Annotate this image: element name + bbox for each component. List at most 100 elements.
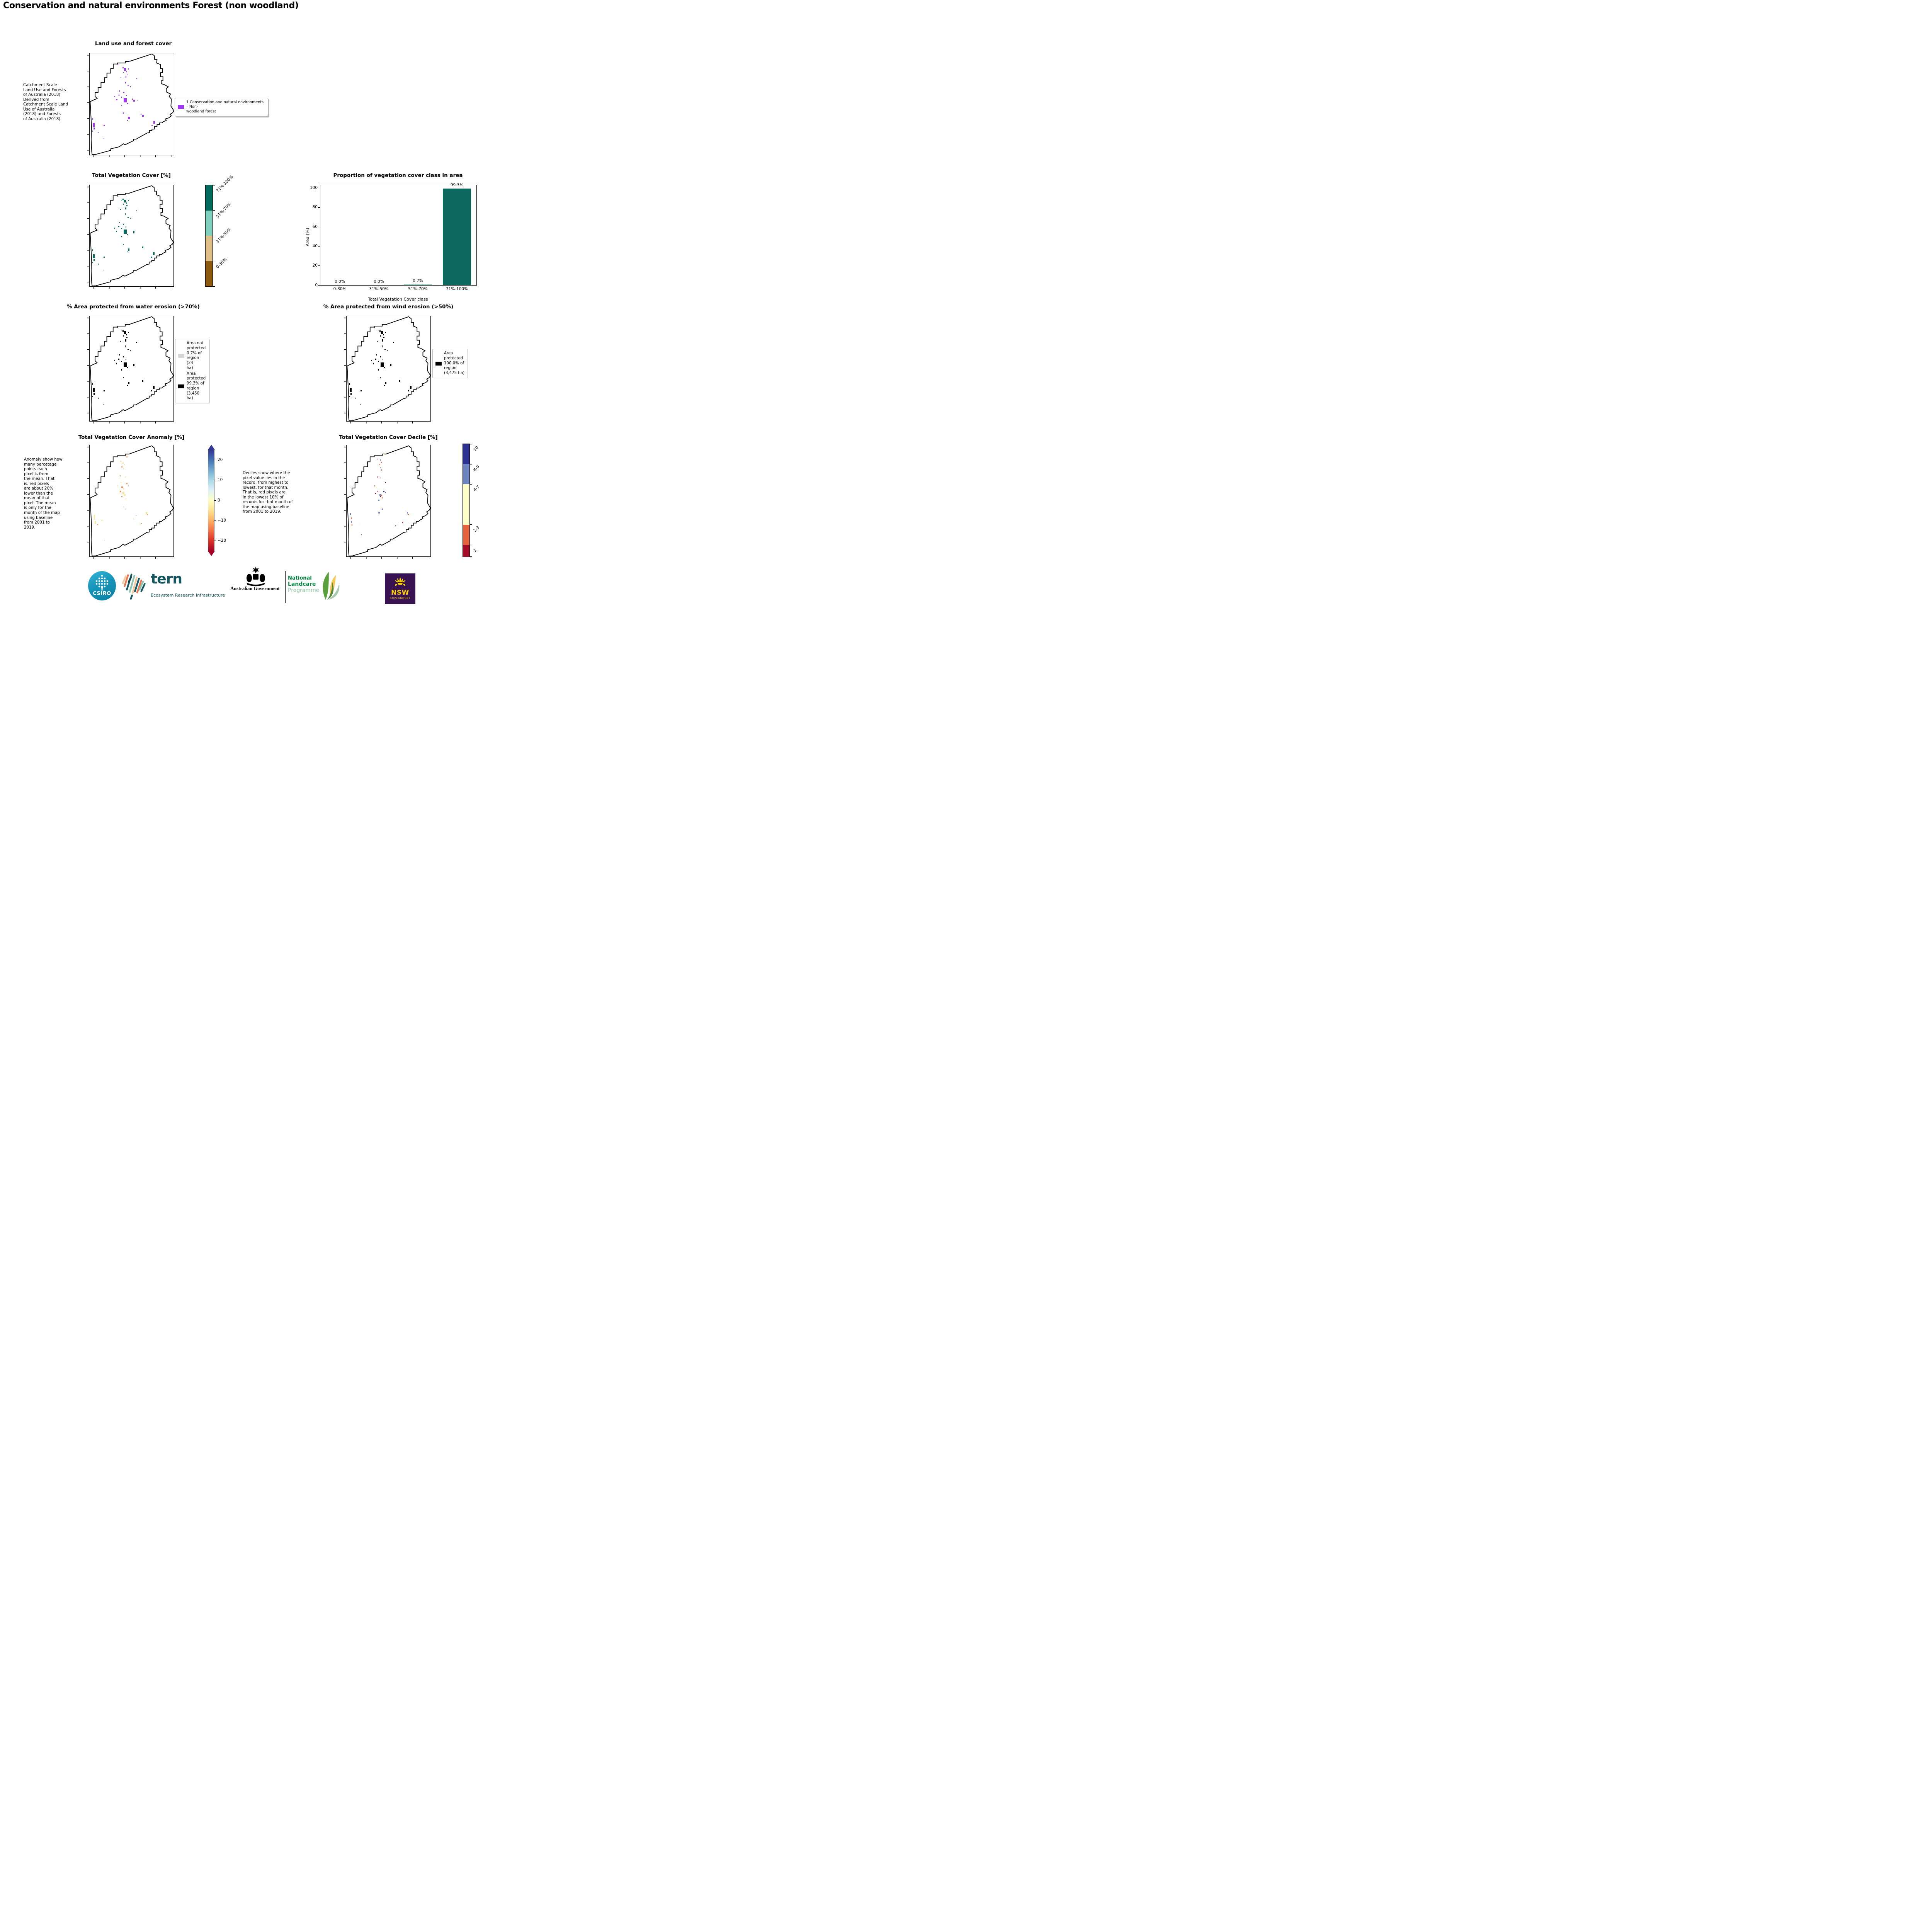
map-patch [376, 487, 377, 489]
map-patch [122, 377, 124, 378]
map-patch [94, 515, 95, 520]
map-patch [125, 345, 126, 348]
map-patch [117, 64, 118, 65]
map-patch [119, 90, 120, 92]
map-patch [128, 332, 129, 333]
map-patch [121, 104, 122, 106]
map-patch [382, 509, 383, 510]
landcare-word-programme: Programme [288, 587, 320, 594]
wind-legend-swatch-protected [435, 361, 442, 366]
map-patch [153, 386, 155, 389]
colorbar-segment [206, 236, 213, 261]
map-patch [399, 379, 401, 382]
map-patch [128, 485, 129, 486]
map-patch [402, 522, 403, 523]
wind-map [344, 316, 431, 423]
map-patch [377, 340, 378, 342]
map-patch [375, 493, 376, 494]
map-patch [153, 121, 155, 124]
map-patch [386, 324, 387, 325]
map-patch [95, 520, 96, 524]
map-patch [125, 213, 126, 216]
map-patch [383, 454, 384, 455]
map-patch [120, 340, 121, 342]
map-patch [136, 78, 137, 79]
map-patch [373, 363, 374, 365]
map-patch [119, 354, 120, 355]
water-map [87, 316, 174, 423]
y-axis-tick-label: 0 [315, 282, 318, 287]
axis-ticks-bottom [94, 557, 171, 559]
colorbar-tick [213, 210, 215, 211]
map-patch [385, 492, 386, 493]
colorbar-tick-label: 10 [218, 478, 223, 483]
map-patch [122, 330, 124, 332]
map-patch [380, 496, 381, 498]
vegcover-colorbar: 71%-100% 51%-70% 31%-50% 0-30% [205, 175, 234, 287]
logo-divider [285, 571, 286, 603]
map-patch [385, 482, 386, 483]
map-patch [360, 390, 362, 391]
map-patch [378, 361, 379, 362]
map-patch [407, 512, 408, 514]
map-patch [123, 72, 124, 73]
australian-government-text: Australian Government [230, 586, 280, 591]
landuse-legend-swatch [178, 105, 184, 109]
map-patch [121, 228, 122, 230]
colorbar-label: 10 [473, 445, 479, 452]
map-patch [121, 466, 122, 468]
map-patch [124, 331, 126, 334]
map-patch [380, 477, 381, 479]
map-patch [408, 515, 410, 517]
y-axis-tick-label: 40 [312, 243, 318, 248]
map-patch [128, 85, 129, 87]
axis-ticks-left [344, 318, 346, 420]
colorbar-tick-label: −10 [218, 518, 226, 523]
tern-logo-text: tern [151, 571, 182, 587]
map-patch [120, 475, 121, 476]
map-patch [103, 256, 105, 258]
map-patch [136, 342, 137, 343]
water-legend: Area not protected 0.7% of region (24 ha… [175, 339, 210, 403]
map-patch [130, 218, 131, 219]
map-patch [381, 469, 382, 471]
tern-australia-icon [122, 573, 146, 600]
map-patch [142, 379, 144, 382]
map-patch [376, 354, 377, 355]
map-patch [92, 118, 93, 120]
wind-title: % Area protected from wind erosion (>50%… [323, 304, 454, 310]
colorbar-label: 4-7 [473, 485, 479, 493]
map-patch [151, 256, 152, 258]
colorbar-label: 51%-70% [215, 201, 233, 219]
map-patch [383, 334, 384, 336]
map-patch [92, 262, 93, 263]
water-legend-swatch-notprotected [178, 354, 184, 358]
map-patch [97, 397, 99, 399]
map-patch [93, 393, 95, 395]
map-patch [379, 488, 380, 490]
map-patch [130, 86, 131, 87]
map-patch [126, 456, 128, 457]
map-patch [146, 514, 148, 515]
map-patch [142, 115, 144, 117]
map-patch [151, 390, 152, 391]
map-patch [121, 486, 123, 488]
map-patch [374, 485, 375, 486]
map-patch [133, 519, 134, 520]
axis-ticks-left [87, 187, 89, 285]
landuse-map [87, 53, 174, 157]
map-patch [125, 476, 126, 478]
axis-ticks-bottom [94, 287, 171, 289]
landcare-leaves-icon [323, 572, 340, 600]
map-patch [124, 68, 126, 71]
map-patch [378, 500, 379, 501]
logo-row: CSIRO tern Ecosystem Research Infrastruc… [0, 564, 479, 605]
map-patch [382, 339, 383, 342]
map-patch [350, 393, 352, 395]
map-patch [128, 382, 130, 384]
colorbar-tick-label: 0 [218, 498, 220, 503]
map-patch [126, 95, 127, 96]
wind-legend: Area protected 100.0% of region (3,475 h… [432, 349, 468, 378]
map-patch [378, 330, 380, 331]
map-patch [125, 339, 126, 342]
